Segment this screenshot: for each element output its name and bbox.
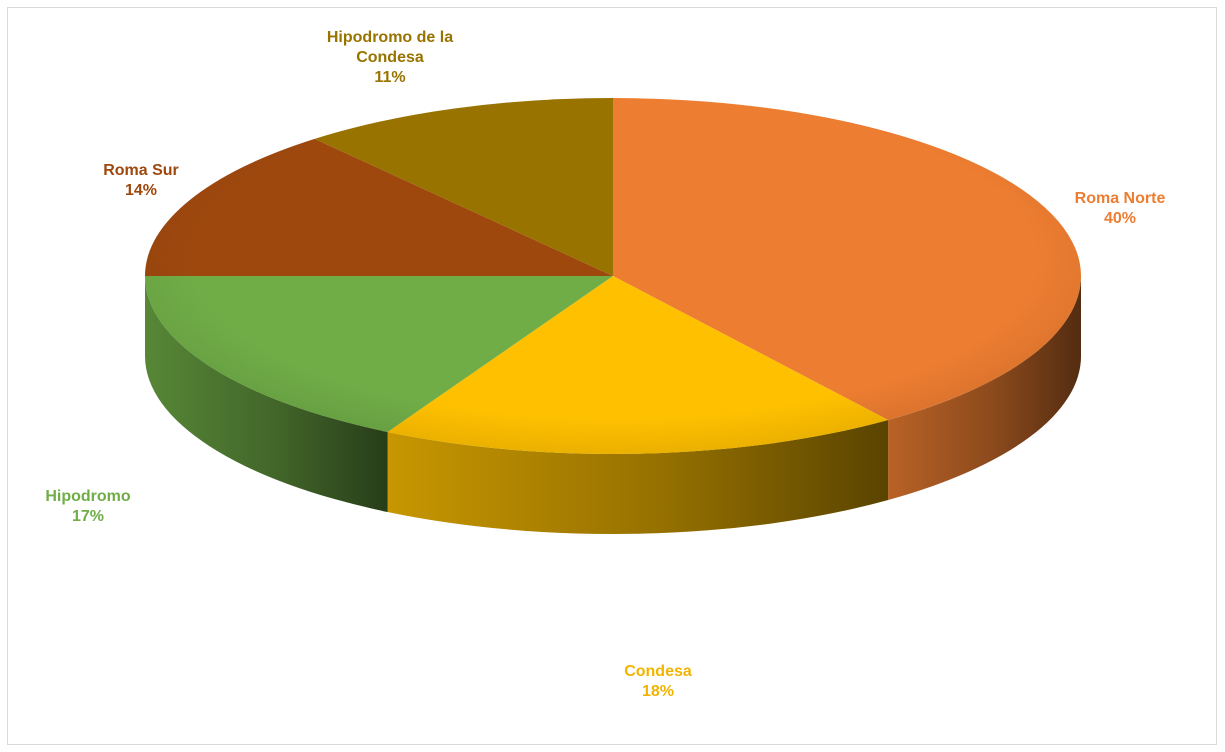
pie-label-name-condesa: Condesa — [624, 663, 692, 680]
pie-label-name-hipodromo-de-la-condesa: Hipodromo de la — [327, 29, 453, 46]
pie-top-shading — [145, 98, 1081, 454]
pie-side-shade-hipodromo — [145, 276, 388, 512]
pie-label-roma-norte: Roma Norte 40% — [1075, 190, 1166, 227]
pie-side-shade-roma-norte — [888, 276, 1081, 501]
pie-label-roma-sur: Roma Sur 14% — [103, 162, 179, 199]
pie-label-value-hipodromo: 17% — [72, 508, 104, 525]
pie-label-value-roma-sur: 14% — [125, 182, 157, 199]
pie-label-hipodromo: Hipodromo 17% — [45, 488, 131, 525]
pie-label-name-hipodromo-de-la-condesa: Condesa — [356, 49, 424, 66]
pie-label-value-roma-norte: 40% — [1104, 210, 1136, 227]
pie-label-value-condesa: 18% — [642, 683, 674, 700]
pie-label-condesa: Condesa 18% — [624, 663, 692, 700]
pie-label-name-hipodromo: Hipodromo — [45, 488, 131, 505]
pie-side-shade-condesa — [387, 420, 889, 534]
pie-label-hipodromo-de-la-condesa: Hipodromo de la Condesa 11% — [327, 29, 453, 86]
pie-label-name-roma-norte: Roma Norte — [1075, 190, 1166, 207]
pie-label-value-hipodromo-de-la-condesa: 11% — [374, 69, 405, 86]
pie-label-name-roma-sur: Roma Sur — [103, 162, 179, 179]
